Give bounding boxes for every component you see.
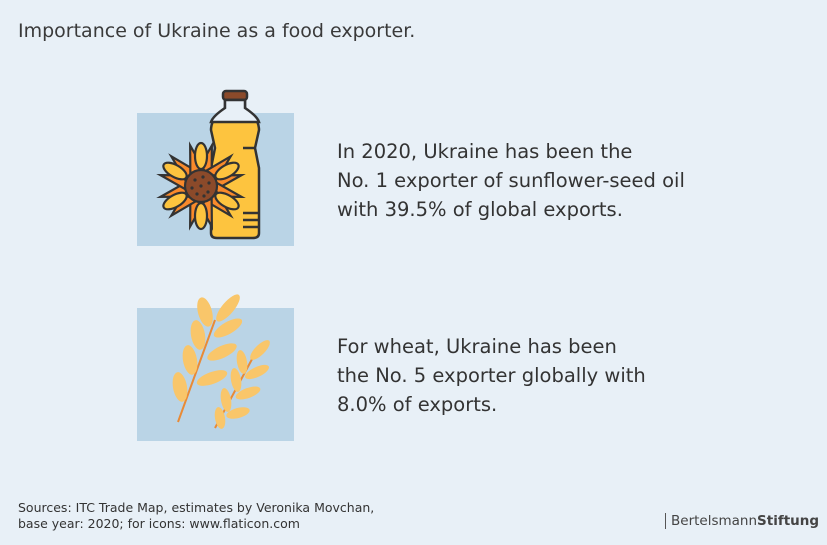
stat-line: No. 1 exporter of sunflower-seed oil (337, 169, 685, 192)
wheat-stat: For wheat, Ukraine has been the No. 5 ex… (337, 332, 646, 419)
sunflower-oil-stat: In 2020, Ukraine has been the No. 1 expo… (337, 137, 685, 224)
logo-part2: Stiftung (757, 513, 820, 529)
source-line: Sources: ITC Trade Map, estimates by Ver… (18, 500, 375, 515)
source-line: base year: 2020; for icons: www.flaticon… (18, 516, 300, 531)
bertelsmann-stiftung-logo: BertelsmannStiftung (665, 513, 819, 529)
page-title: Importance of Ukraine as a food exporter… (18, 20, 416, 42)
stat-line: 8.0% of exports. (337, 393, 498, 416)
sunflower-oil-bottle-icon (156, 89, 261, 240)
source-note: Sources: ITC Trade Map, estimates by Ver… (18, 500, 374, 532)
stat-line: For wheat, Ukraine has been (337, 335, 617, 358)
logo-part1: Bertelsmann (671, 513, 758, 529)
stat-line: the No. 5 exporter globally with (337, 364, 646, 387)
stat-line: with 39.5% of global exports. (337, 198, 623, 221)
wheat-icon (172, 294, 270, 429)
stat-line: In 2020, Ukraine has been the (337, 140, 633, 163)
